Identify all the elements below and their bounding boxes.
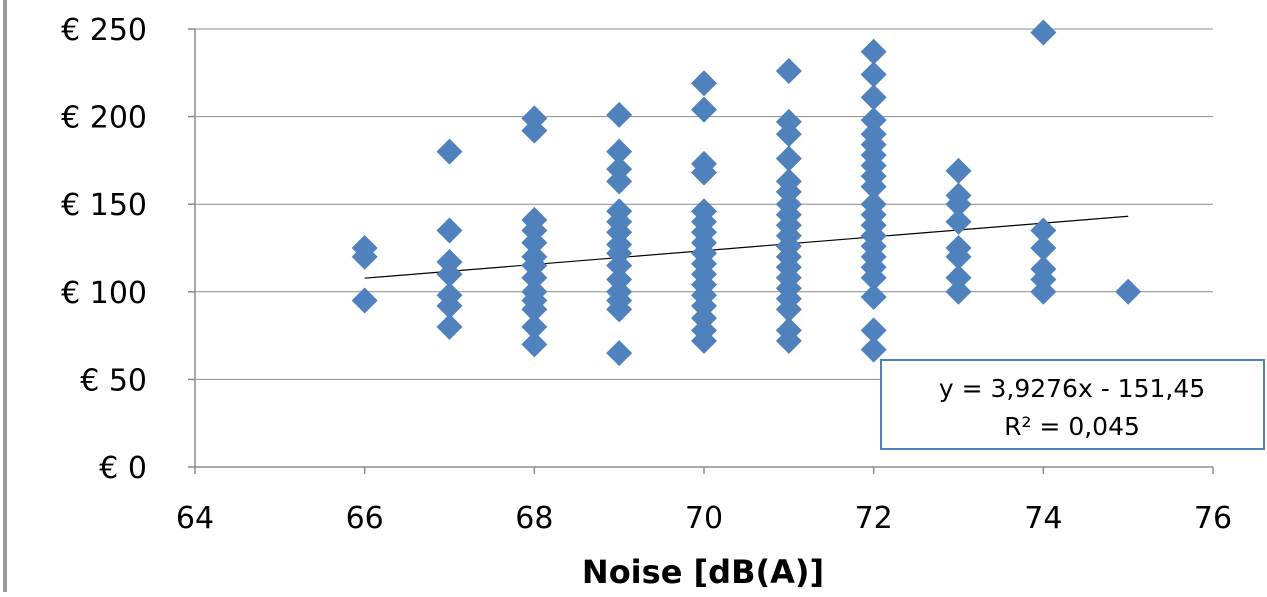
data-point: [691, 159, 717, 186]
data-point: [945, 191, 972, 218]
data-point: [775, 296, 802, 323]
data-point: [691, 70, 717, 97]
x-tick-label: 72: [855, 501, 893, 536]
y-tick-label: € 50: [80, 363, 147, 398]
data-point: [436, 292, 463, 319]
data-point: [691, 96, 717, 123]
data-point: [521, 331, 548, 358]
data-point: [691, 327, 717, 354]
data-point: [860, 336, 887, 363]
data-point: [436, 313, 463, 340]
data-point: [606, 168, 633, 195]
data-point: [521, 313, 548, 340]
data-point: [860, 107, 887, 134]
data-point: [860, 84, 887, 111]
data-points: [351, 19, 1142, 367]
x-tick-label: 76: [1194, 501, 1232, 536]
data-point: [436, 217, 463, 244]
y-tick-label: € 250: [61, 13, 147, 48]
equation-box-border: [880, 359, 1265, 450]
data-point: [860, 38, 887, 65]
y-tick-label: € 150: [61, 188, 147, 223]
y-tick-label: € 100: [61, 276, 147, 311]
data-point: [351, 243, 378, 270]
x-tick-label: 68: [515, 501, 553, 536]
data-point: [1030, 278, 1057, 305]
data-point: [606, 340, 633, 367]
data-point: [945, 208, 972, 235]
data-point: [945, 243, 972, 270]
data-point: [860, 264, 887, 291]
data-point: [521, 117, 548, 144]
data-point: [436, 261, 463, 288]
data-point: [1115, 278, 1142, 305]
data-point: [775, 145, 802, 172]
data-point: [860, 317, 887, 344]
x-tick-labels: 64 66 68 70 72 74 76: [176, 501, 1232, 536]
data-point: [860, 173, 887, 200]
y-tick-labels: € 0 € 50 € 100 € 150 € 200 € 250: [61, 13, 147, 486]
x-tick-label: 66: [346, 501, 384, 536]
data-point: [436, 138, 463, 165]
y-tick-label: € 200: [61, 101, 147, 136]
x-tick-label: 64: [176, 501, 214, 536]
data-point: [606, 252, 633, 279]
data-point: [945, 264, 972, 291]
data-point: [351, 287, 378, 314]
x-tick-label: 70: [685, 501, 723, 536]
trendline-equation: y = 3,9276x - 151,45: [939, 374, 1205, 403]
data-point: [606, 296, 633, 323]
data-point: [860, 61, 887, 88]
data-point: [775, 58, 802, 85]
data-point: [606, 138, 633, 165]
r-squared-label: R² = 0,045: [1004, 412, 1140, 441]
data-point: [945, 278, 972, 305]
data-point: [606, 101, 633, 128]
data-point: [521, 296, 548, 323]
data-point: [1030, 217, 1057, 244]
data-point: [860, 284, 887, 311]
x-axis-title: Noise [dB(A)]: [582, 553, 824, 591]
data-point: [521, 264, 548, 291]
trendline-equation-box: y = 3,9276x - 151,45 R² = 0,045: [880, 359, 1265, 450]
y-tick-label: € 0: [99, 451, 147, 486]
data-point: [775, 327, 802, 354]
trendline-group: [364, 215, 1129, 279]
data-point: [1030, 19, 1057, 46]
trendline: [364, 215, 1129, 279]
axes: [188, 28, 1214, 474]
data-point: [1030, 235, 1057, 261]
data-point: [775, 121, 802, 148]
data-point: [945, 157, 972, 184]
x-tick-label: 74: [1024, 501, 1062, 536]
data-point: [521, 229, 548, 256]
